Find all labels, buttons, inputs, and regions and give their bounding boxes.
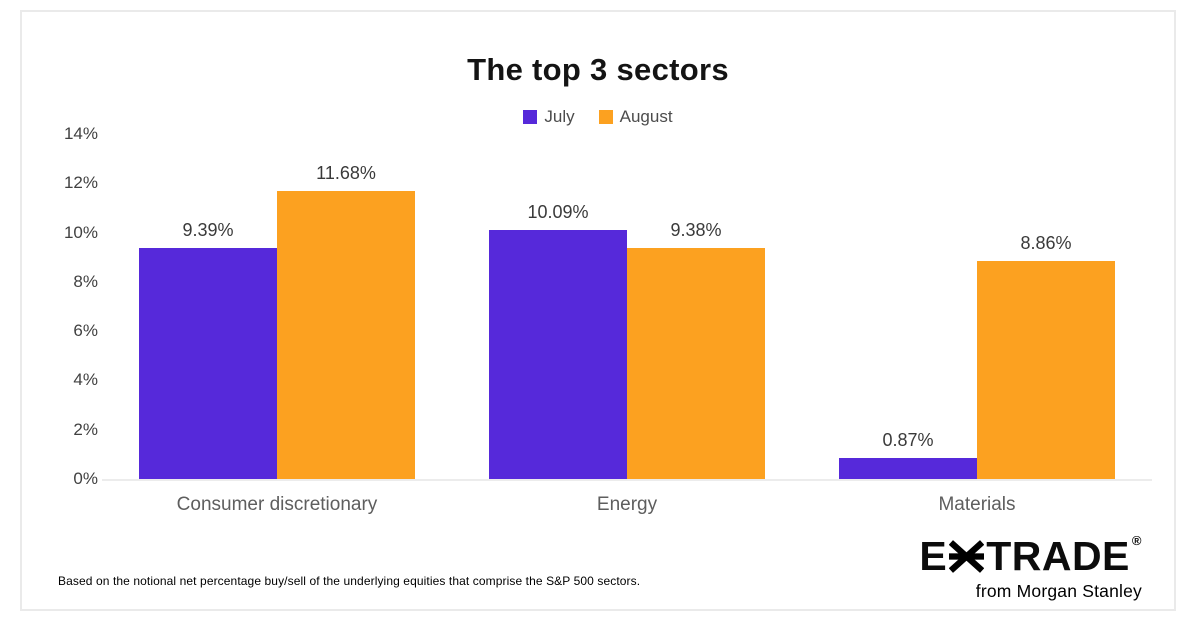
- bar-value-label: 9.39%: [182, 219, 234, 240]
- bar-value-label: 9.38%: [670, 219, 722, 240]
- logo-text-e: E: [919, 533, 948, 579]
- legend: July August: [22, 107, 1174, 127]
- logo-text-trade: TRADE: [986, 533, 1130, 579]
- bar-august-materials: [977, 260, 1115, 479]
- legend-swatch-july: [523, 110, 538, 124]
- bar-value-label: 0.87%: [882, 429, 934, 450]
- plot-area: 9.39% 11.68% Consumer discretionary 10.09% 9…: [102, 134, 1152, 515]
- y-axis: 14% 12% 10% 8% 6% 4% 2% 0%: [36, 124, 98, 488]
- y-tick-label: 8%: [73, 271, 98, 291]
- y-tick-label: 12%: [63, 173, 98, 193]
- legend-label: August: [619, 107, 673, 126]
- y-tick-label: 2%: [73, 419, 98, 439]
- y-tick-label: 4%: [73, 370, 98, 390]
- bar-value-label: 10.09%: [527, 202, 589, 223]
- bar-value-label: 11.68%: [316, 163, 376, 184]
- chart-card: The top 3 sectors July August 14% 12% 10% 8%…: [20, 10, 1176, 611]
- bar-value-label: 8.86%: [1020, 232, 1072, 253]
- legend-item-july: July: [523, 107, 575, 127]
- etrade-wordmark: E TRADE ®: [919, 533, 1142, 579]
- bar-july-energy: [489, 230, 627, 479]
- y-tick-label: 0%: [73, 469, 98, 488]
- logo-tagline: from Morgan Stanley: [975, 581, 1142, 601]
- chart-title: The top 3 sectors: [467, 52, 729, 87]
- etrade-logo: E TRADE ® from Morgan Stanley: [919, 533, 1142, 602]
- asterisk-purple-arrow: [949, 548, 970, 565]
- bar-july-materials: [839, 457, 977, 479]
- bar-august-energy: [627, 247, 765, 479]
- y-tick-label: 14%: [63, 124, 98, 143]
- bar-group-3: 0.87% 8.86% Materials: [802, 134, 1152, 515]
- y-tick-label: 6%: [73, 321, 98, 341]
- bar-july-consumer-discretionary: [139, 247, 277, 479]
- bar-august-consumer-discretionary: [277, 191, 415, 479]
- bar-group-1: 9.39% 11.68% Consumer discretionary: [102, 134, 452, 515]
- registered-mark: ®: [1131, 533, 1142, 548]
- bar-group-2: 10.09% 9.38% Energy: [452, 134, 802, 515]
- category-label-2: Energy: [596, 494, 658, 515]
- legend-item-august: August: [598, 107, 673, 127]
- footnote: Based on the notional net percentage buy…: [58, 574, 641, 588]
- legend-swatch-august: [598, 110, 613, 124]
- legend-label: July: [544, 107, 575, 126]
- y-tick-label: 10%: [63, 222, 98, 242]
- etrade-asterisk-icon: [949, 540, 985, 573]
- category-label-3: Materials: [938, 494, 1016, 515]
- category-label-1: Consumer discretionary: [176, 494, 378, 515]
